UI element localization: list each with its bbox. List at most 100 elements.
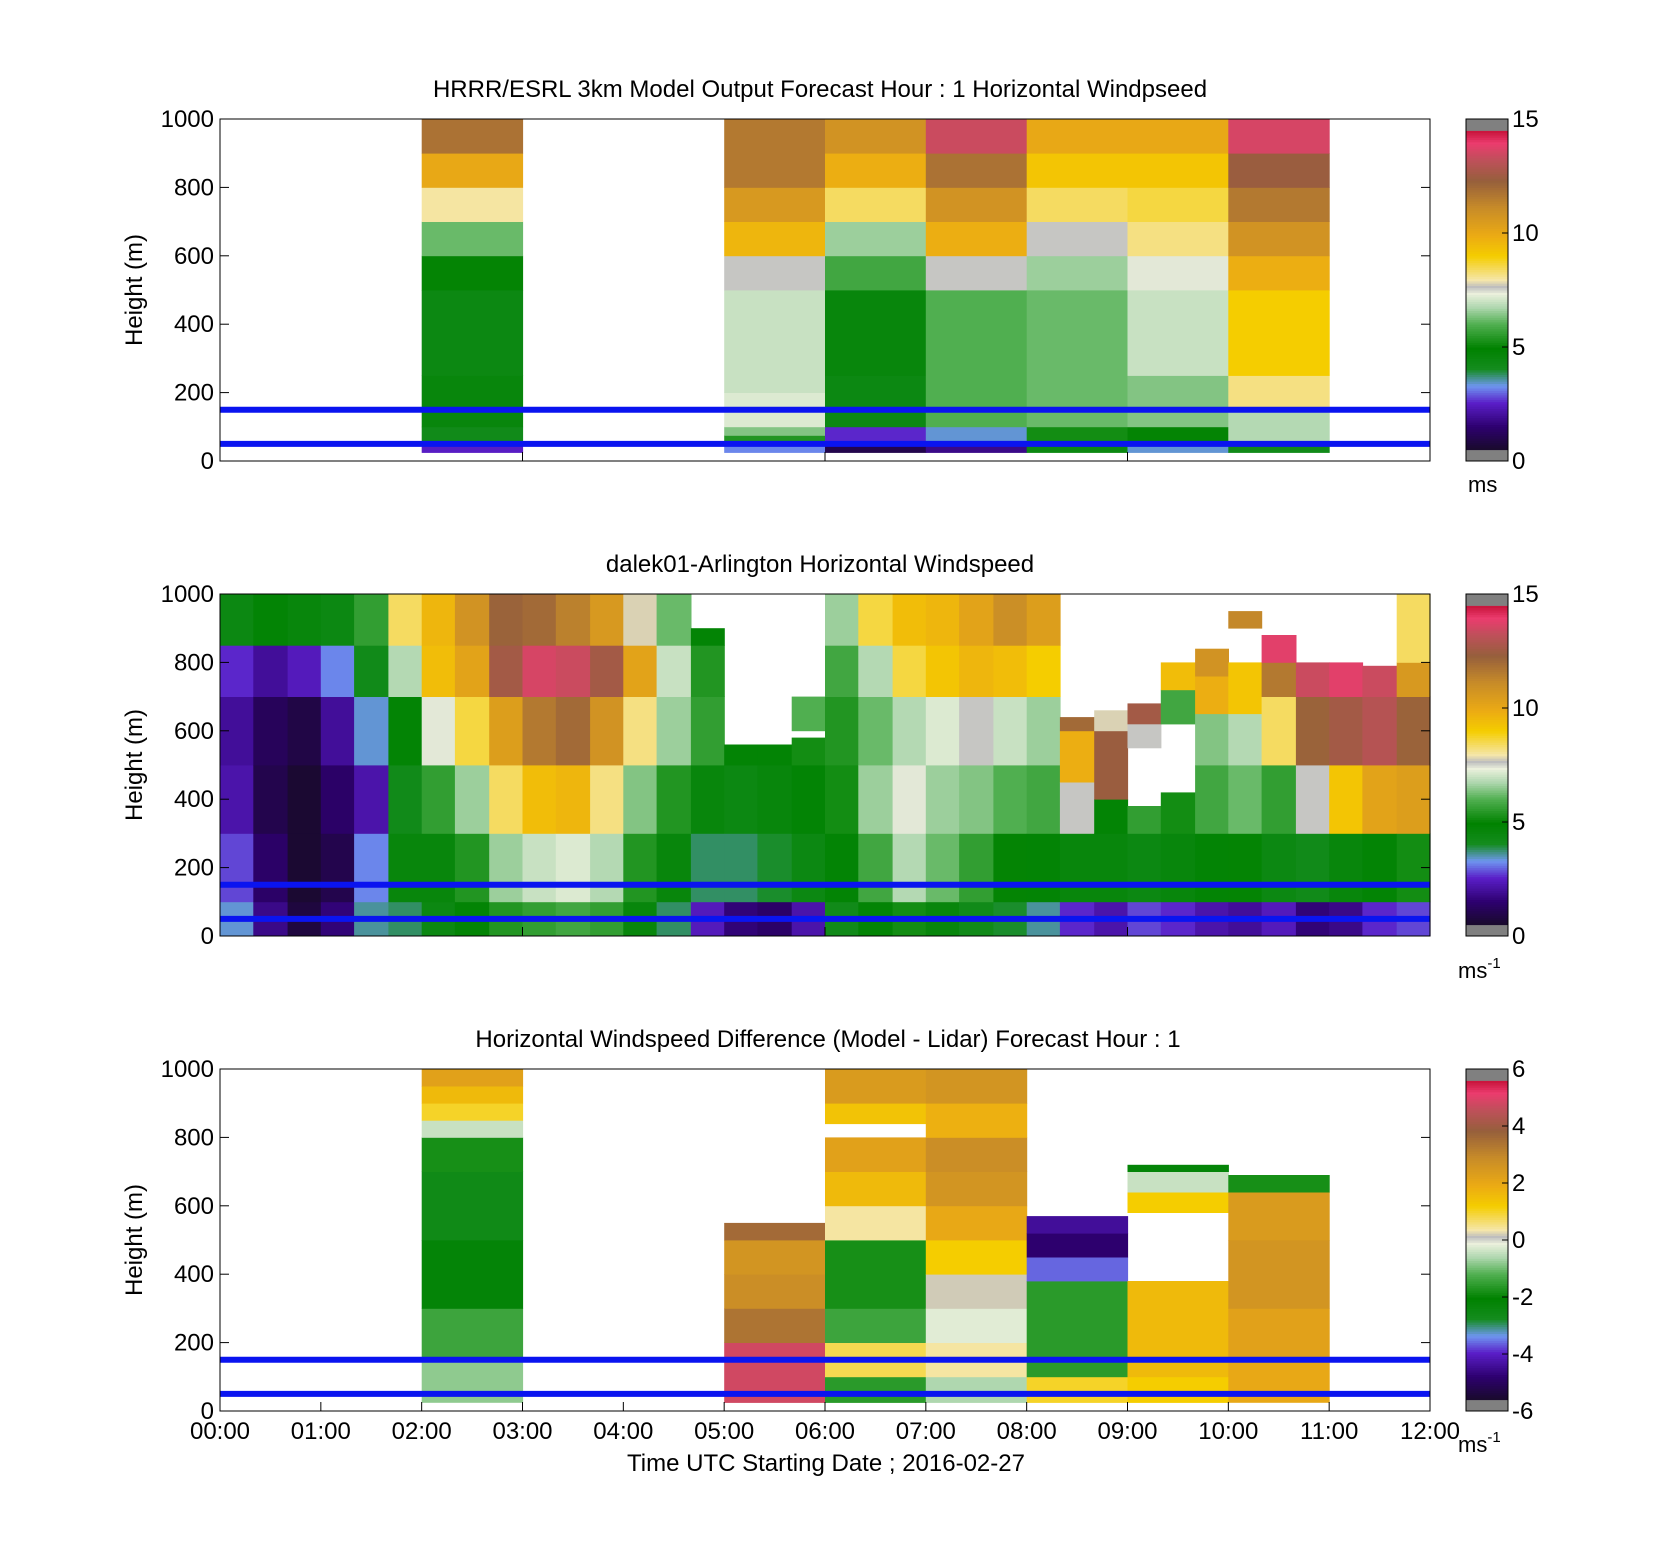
panel-difference-colorbar-segment [1466, 1308, 1508, 1312]
panel-model-colorbar-segment [1466, 397, 1508, 400]
panel-difference-colorbar-segment [1466, 1269, 1508, 1273]
panel-model-colorbar-segment [1466, 292, 1508, 296]
panel-lidar-colorbar-segment [1466, 646, 1508, 650]
panel-difference-colorbar-segment [1466, 1132, 1508, 1136]
panel-model-cell [1228, 375, 1330, 411]
panel-lidar-colorbar-segment [1466, 783, 1508, 787]
panel-difference-colorbar-segment [1466, 1164, 1508, 1168]
panel-difference-colorbar-segment [1466, 1349, 1508, 1353]
panel-lidar-ytick-label: 200 [174, 855, 214, 882]
panel-difference-colorbar-segment [1466, 1069, 1508, 1072]
panel-difference-cell [1127, 1192, 1229, 1213]
panel-model-cell [925, 153, 1028, 188]
panel-model-cell [1127, 290, 1229, 376]
panel-difference-cell [825, 1205, 927, 1241]
panel-model-colorbar-segment [1466, 410, 1508, 414]
panel-difference-colorbar-segment [1466, 1075, 1508, 1079]
panel-difference-colorbar-segment [1466, 1344, 1508, 1348]
panel-model-colorbar-segment [1466, 217, 1508, 220]
panel-model-colorbar-segment [1466, 153, 1508, 156]
panel-lidar-cell [791, 833, 826, 903]
panel-model-colorbar-segment [1466, 196, 1508, 200]
panel-difference-cell [421, 1137, 524, 1172]
panel-difference-xtick-label: 07:00 [896, 1418, 956, 1445]
panel-model-colorbar-segment [1466, 305, 1508, 309]
panel-model-colorbar-segment [1466, 283, 1508, 286]
panel-lidar-colorbar-tick-label: 0 [1512, 923, 1525, 950]
panel-lidar-colorbar-segment [1466, 842, 1508, 846]
panel-lidar-cell [1329, 833, 1364, 903]
panel-model-colorbar-segment [1466, 203, 1508, 207]
panel-model-cell [925, 426, 1028, 445]
panel-lidar-cell [1195, 676, 1229, 715]
panel-difference-cell [1228, 1308, 1330, 1361]
panel-lidar-cell [454, 594, 490, 646]
panel-model-colorbar-tick-label: 5 [1512, 334, 1525, 361]
panel-difference-xtick-label: 11:00 [1300, 1418, 1358, 1445]
panel-lidar-colorbar-segment [1466, 844, 1508, 848]
panel-model-colorbar-segment [1466, 260, 1508, 264]
panel-lidar-colorbar-segment [1466, 849, 1508, 853]
panel-model-colorbar-segment [1466, 182, 1508, 186]
panel-lidar-cell [287, 765, 322, 834]
panel-lidar-cell [825, 833, 859, 903]
panel-difference-colorbar-segment [1466, 1244, 1508, 1248]
panel-model-colorbar-segment [1466, 388, 1508, 391]
panel-model-colorbar-segment [1466, 176, 1508, 179]
panel-lidar-colorbar-segment [1466, 826, 1508, 830]
panel-difference-xtick-label: 01:00 [291, 1418, 351, 1445]
panel-difference-cell [925, 1137, 1028, 1172]
panel-lidar-cell [1160, 662, 1196, 691]
panel-difference-colorbar-segment [1466, 1155, 1508, 1159]
panel-model-ytick-label: 400 [174, 311, 214, 338]
panel-lidar-colorbar-segment [1466, 888, 1508, 891]
panel-difference-colorbar-tick-label: 4 [1512, 1113, 1525, 1140]
panel-difference-cell [1228, 1192, 1330, 1241]
panel-model-colorbar-segment [1466, 150, 1508, 154]
panel-lidar-colorbar-segment [1466, 774, 1508, 777]
panel-difference-cell [421, 1240, 524, 1309]
panel-difference-cell [825, 1103, 927, 1125]
panel-model-colorbar-segment [1466, 333, 1508, 337]
panel-model-cell [1026, 426, 1129, 445]
panel-lidar-cell [1396, 662, 1431, 697]
panel-difference-reference-lines [220, 1356, 1430, 1397]
panel-lidar-colorbar-segment [1466, 689, 1508, 693]
panel-lidar-cell [791, 696, 826, 732]
panel-difference-colorbar-segment [1466, 1347, 1508, 1350]
panel-model-colorbar-segment [1466, 253, 1508, 257]
panel-difference-colorbar-segment [1466, 1130, 1508, 1134]
panel-model-cell [1228, 290, 1330, 376]
panel-model-colorbar-frame [1465, 118, 1509, 462]
panel-difference-colorbar-segment [1466, 1351, 1508, 1355]
panel-lidar-colorbar-segment [1466, 607, 1508, 611]
panel-difference-ytick-label: 600 [174, 1193, 214, 1220]
panel-lidar-colorbar-segment [1466, 785, 1508, 789]
panel-lidar-cell [1228, 662, 1263, 715]
panel-lidar-colorbar-segment [1466, 605, 1508, 609]
panel-difference-colorbar-segment [1466, 1317, 1508, 1321]
panel-lidar-cell [354, 594, 389, 646]
panel-model-colorbar-segment [1466, 255, 1508, 259]
panel-model-cell [1026, 290, 1129, 428]
panel-lidar-colorbar-segment [1466, 890, 1508, 894]
panel-model-colorbar-segment [1466, 294, 1508, 298]
panel-lidar-cell [1362, 696, 1398, 766]
panel-difference-colorbar-segment [1466, 1278, 1508, 1282]
panel-lidar-colorbar-segment [1466, 837, 1508, 841]
panel-difference-colorbar-segment [1466, 1103, 1508, 1106]
panel-lidar-colorbar-segment [1466, 664, 1508, 668]
panel-difference-colorbar-segment [1466, 1119, 1508, 1122]
panel-difference-colorbar-segment [1466, 1105, 1508, 1109]
panel-model-cell [825, 119, 927, 154]
panel-lidar-cell [1329, 765, 1364, 834]
panel-lidar-cell [220, 594, 254, 646]
panel-lidar-colorbar-segment [1466, 717, 1508, 720]
panel-model-colorbar-segment [1466, 324, 1508, 327]
panel-model-cell [1127, 375, 1229, 428]
panel-difference-colorbar-segment [1466, 1285, 1508, 1289]
panel-difference-colorbar-segment [1466, 1255, 1508, 1259]
panel-difference-colorbar-segment [1466, 1397, 1508, 1401]
panel-lidar-colorbar-segment [1466, 760, 1508, 764]
panel-lidar-cell [858, 765, 894, 834]
